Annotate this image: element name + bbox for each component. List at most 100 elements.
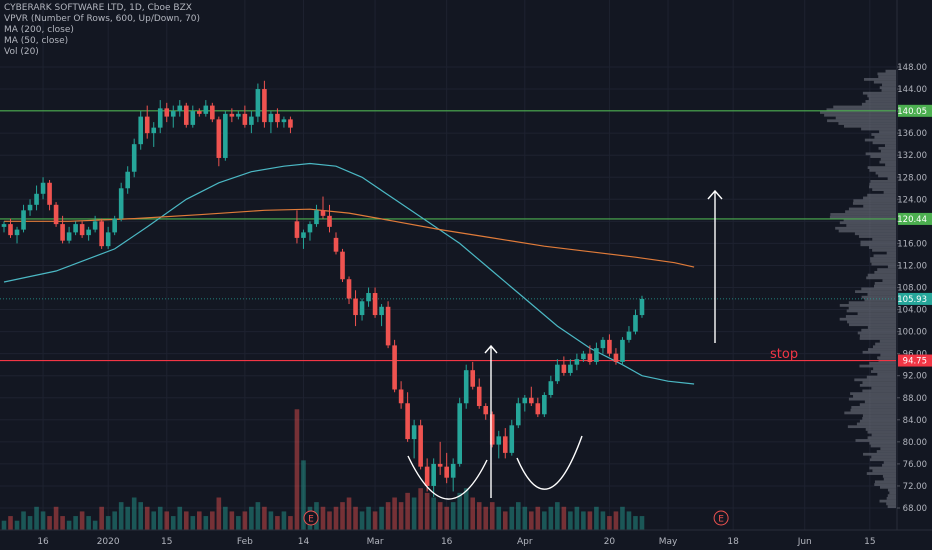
profile-row xyxy=(883,191,896,194)
indicator-vpvr[interactable]: VPVR (Number Of Rows, 600, Up/Down, 70) xyxy=(4,14,201,24)
volume-bar xyxy=(639,516,645,530)
time-tick-label: May xyxy=(659,537,678,547)
candle-body xyxy=(268,113,274,123)
volume-bar xyxy=(288,516,293,530)
time-axis[interactable]: 16 2020 15 Feb 14 Mar 16 Apr 20 May 18 Jun 15 xyxy=(0,529,932,550)
candle-body xyxy=(242,113,248,125)
candle-body xyxy=(359,301,365,316)
candle-body xyxy=(542,394,547,415)
profile-row xyxy=(846,224,896,227)
profile-row xyxy=(887,488,896,492)
candle-body xyxy=(66,232,72,241)
profile-row xyxy=(879,499,896,503)
profile-row xyxy=(848,301,896,305)
volume-bar xyxy=(164,511,170,530)
candle-body xyxy=(509,425,515,453)
profile-row xyxy=(860,240,896,244)
price-tick-label: 76.00 xyxy=(903,460,927,470)
candle-body xyxy=(229,113,235,117)
volume-bar xyxy=(496,506,502,530)
candle-body xyxy=(411,425,417,440)
profile-row xyxy=(862,389,896,393)
volume-bar xyxy=(144,506,150,530)
profile-row xyxy=(874,284,896,288)
price-axis[interactable]: 68.0072.0076.0080.0084.0088.0092.0096.00… xyxy=(896,0,932,550)
profile-row xyxy=(882,83,896,87)
time-tick-label: 16 xyxy=(441,537,453,547)
profile-row xyxy=(847,320,896,324)
candle-body xyxy=(529,397,534,404)
candle-body xyxy=(151,127,157,134)
profile-row xyxy=(887,494,896,497)
profile-row xyxy=(879,485,896,489)
candle-body xyxy=(320,210,326,216)
profile-row xyxy=(880,353,896,357)
volume-bar xyxy=(489,502,495,530)
profile-row xyxy=(861,127,896,131)
profile-row xyxy=(870,259,896,263)
profile-row xyxy=(839,221,896,225)
time-tick-label: 18 xyxy=(727,537,739,547)
profile-row xyxy=(847,425,896,429)
price-tick-label: 112.00 xyxy=(897,261,927,271)
profile-row xyxy=(868,348,896,351)
profile-row xyxy=(858,235,896,238)
candle-body xyxy=(307,224,313,233)
volume-bar xyxy=(587,511,593,530)
time-tick-label: Apr xyxy=(517,537,533,547)
candle-body xyxy=(555,364,560,382)
profile-row xyxy=(871,262,896,266)
candle-body xyxy=(255,89,261,117)
profile-row xyxy=(871,386,896,390)
candle-body xyxy=(496,436,502,445)
profile-row xyxy=(853,394,896,398)
volume-bar xyxy=(210,511,215,530)
price-tag-label: 140.05 xyxy=(897,107,927,117)
candle-body xyxy=(581,353,586,360)
profile-row xyxy=(869,185,896,189)
price-tick-label: 116.00 xyxy=(897,239,927,249)
profile-row xyxy=(872,469,896,473)
volume-bar xyxy=(515,502,521,530)
candle-body xyxy=(463,370,469,404)
price-levels xyxy=(0,110,896,362)
price-tick-label: 136.00 xyxy=(897,129,927,139)
volume-bar xyxy=(529,511,534,530)
candle-body xyxy=(118,188,124,219)
profile-row xyxy=(879,86,896,90)
volume-bar xyxy=(600,511,606,530)
indicator-ma50[interactable]: MA (50, close) xyxy=(4,36,69,46)
candle-body xyxy=(125,171,130,189)
volume-bar xyxy=(229,511,235,530)
profile-row xyxy=(872,237,896,241)
price-tick-label: 88.00 xyxy=(903,394,927,404)
candle-body xyxy=(470,370,476,387)
volume-bar xyxy=(190,516,196,530)
volume-bar xyxy=(411,497,417,530)
profile-row xyxy=(843,218,896,222)
profile-row xyxy=(873,254,896,258)
candle-body xyxy=(73,224,78,233)
volume-bar xyxy=(502,511,508,530)
profile-row xyxy=(864,400,896,404)
candle-body xyxy=(86,229,91,236)
grid-lines xyxy=(0,0,896,530)
profile-row xyxy=(862,350,896,354)
profile-row xyxy=(868,97,896,101)
profile-row xyxy=(867,273,896,277)
price-tick-label: 100.00 xyxy=(897,328,927,338)
profile-row xyxy=(874,135,896,139)
volume-bar xyxy=(607,516,612,530)
ma200-line xyxy=(4,208,695,268)
profile-row xyxy=(881,89,896,92)
volume-bar xyxy=(118,502,124,530)
indicator-volume[interactable]: Vol (20) xyxy=(4,47,39,57)
candle-body xyxy=(275,113,280,123)
chart-legend: CYBERARK SOFTWARE LTD, 1D, Cboe BZX VPVR… xyxy=(4,3,200,58)
candle-body xyxy=(249,116,254,125)
indicator-ma200[interactable]: MA (200, close) xyxy=(4,25,74,35)
symbol-title[interactable]: CYBERARK SOFTWARE LTD, 1D, Cboe BZX xyxy=(4,3,192,13)
profile-row xyxy=(867,293,896,296)
candle-body xyxy=(600,339,606,349)
